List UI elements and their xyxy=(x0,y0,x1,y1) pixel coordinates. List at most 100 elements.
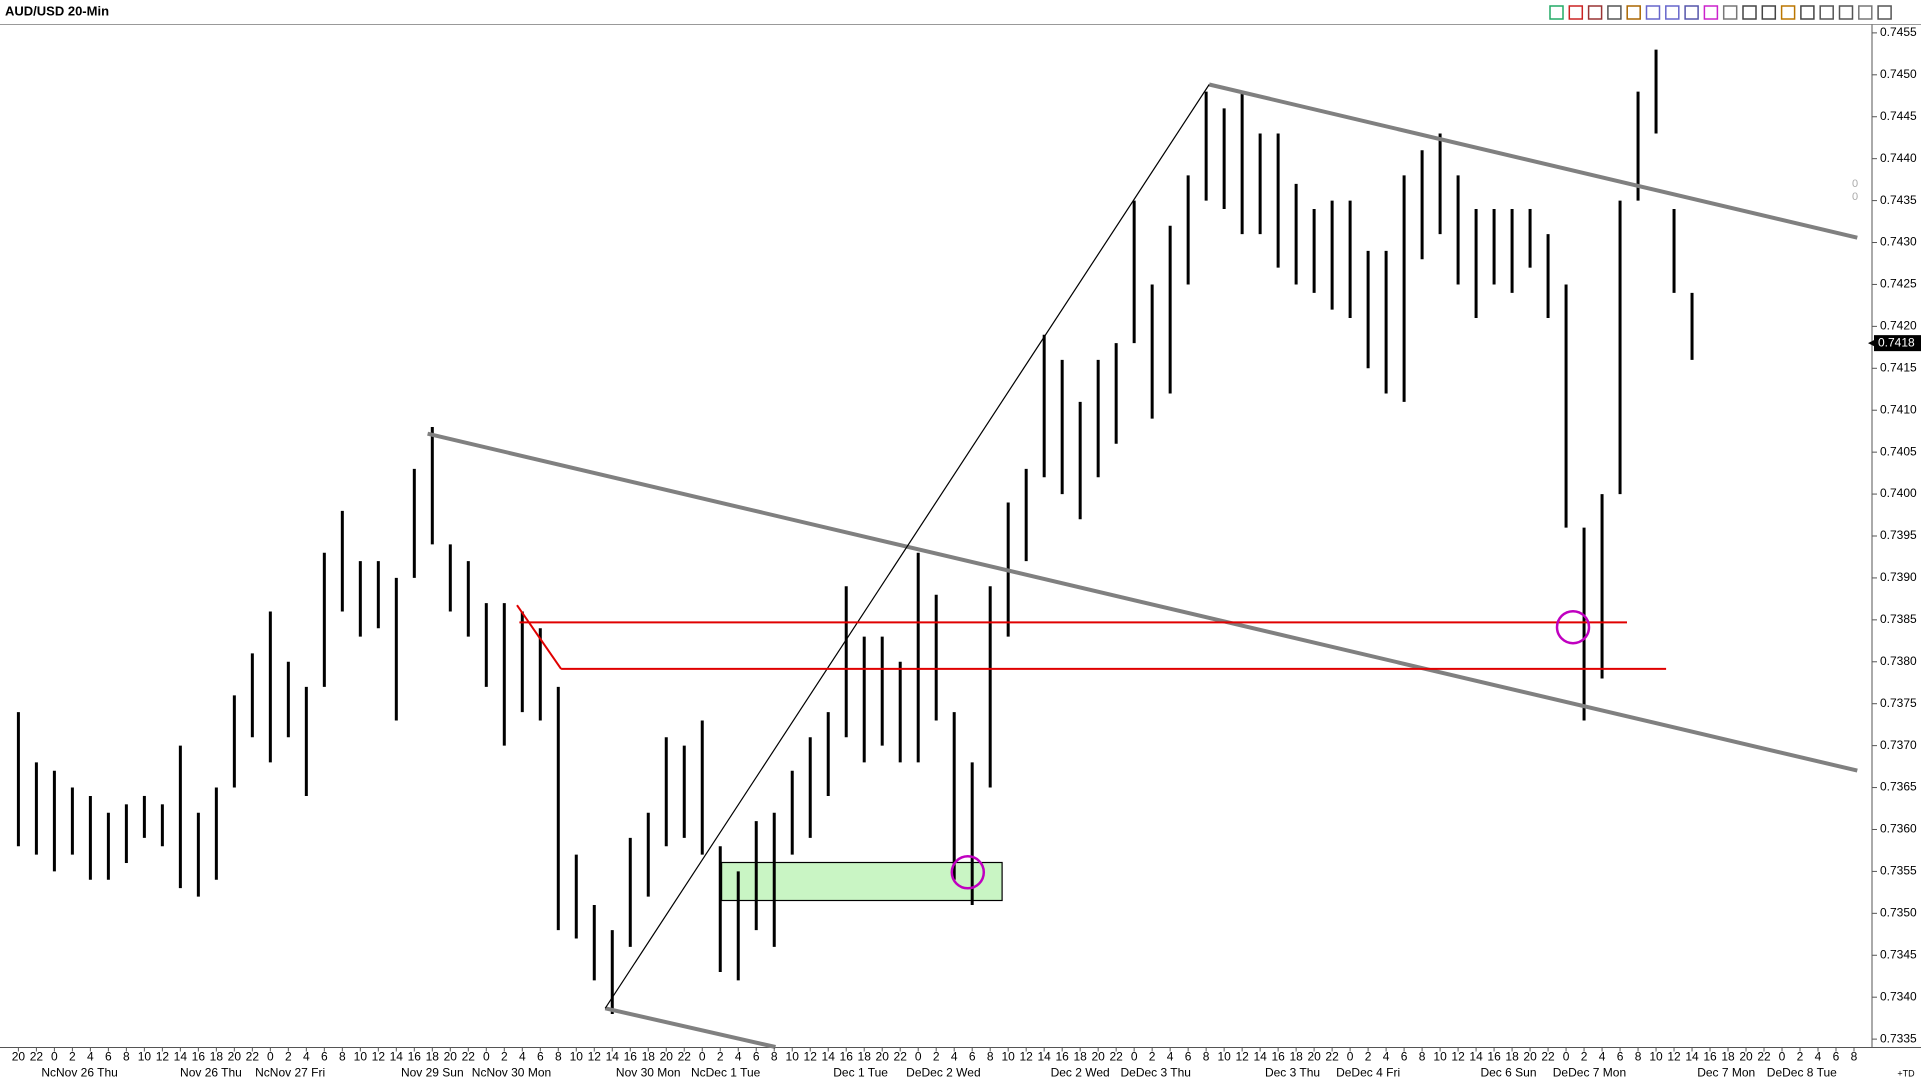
x-tick-label: 10 xyxy=(1649,1050,1663,1064)
x-tick-label: 10 xyxy=(1217,1050,1231,1064)
toolbar-icon[interactable] xyxy=(1549,5,1564,20)
y-tick-label: 0.7400 xyxy=(1880,486,1917,500)
x-tick-label: 2 xyxy=(1149,1050,1156,1064)
y-tick-label: 0.7395 xyxy=(1880,528,1917,542)
y-tick-label: 0.7445 xyxy=(1880,109,1917,123)
corner-label: +TD xyxy=(1897,1068,1915,1078)
x-tick-label: 12 xyxy=(372,1050,386,1064)
x-tick-label: 0 xyxy=(51,1050,58,1064)
x-tick-label: 14 xyxy=(606,1050,620,1064)
toolbar-icon[interactable] xyxy=(1587,5,1603,20)
toolbar-icon[interactable] xyxy=(1626,5,1641,20)
x-tick-label: 6 xyxy=(537,1050,544,1064)
y-tick-label: 0.7415 xyxy=(1880,360,1917,374)
x-tick-label: 6 xyxy=(1833,1050,1840,1064)
date-label: DeDec 8 Tue xyxy=(1767,1066,1837,1080)
toolbar-icon[interactable] xyxy=(1645,5,1661,20)
toolbar-icon[interactable] xyxy=(1607,5,1622,20)
toolbar-icon[interactable] xyxy=(1722,5,1738,20)
x-tick-label: 20 xyxy=(876,1050,890,1064)
date-label: DeDec 3 Thu xyxy=(1121,1066,1191,1080)
x-tick-label: 12 xyxy=(1667,1050,1681,1064)
x-tick-label: 18 xyxy=(1289,1050,1303,1064)
toolbar-icon[interactable] xyxy=(1665,5,1680,20)
toolbar-icon[interactable] xyxy=(1780,5,1796,20)
toolbar-icon[interactable] xyxy=(1761,5,1777,20)
toolbar-icon[interactable] xyxy=(1703,5,1719,20)
red-line xyxy=(516,604,562,670)
toolbar-icon[interactable] xyxy=(1800,5,1815,20)
y-tick-label: 0.7435 xyxy=(1880,193,1917,207)
x-tick-label: 4 xyxy=(87,1050,94,1064)
date-label: DeDec 7 Mon xyxy=(1553,1066,1626,1080)
trendline xyxy=(604,84,1210,1009)
x-tick-label: 4 xyxy=(1383,1050,1390,1064)
x-tick-label: 22 xyxy=(1541,1050,1555,1064)
x-tick-label: 12 xyxy=(1451,1050,1465,1064)
x-tick-label: 8 xyxy=(1851,1050,1858,1064)
x-tick-label: 20 xyxy=(1523,1050,1537,1064)
x-tick-label: 22 xyxy=(1757,1050,1771,1064)
y-tick-label: 0.7440 xyxy=(1880,151,1917,165)
y-tick-label: 0.7420 xyxy=(1880,319,1917,333)
last-price-arrow xyxy=(1868,339,1876,348)
indicator-value: 0 xyxy=(1852,191,1858,203)
x-tick-label: 14 xyxy=(1685,1050,1699,1064)
x-tick-label: 6 xyxy=(969,1050,976,1064)
x-tick-label: 8 xyxy=(1635,1050,1642,1064)
toolbar-icon[interactable] xyxy=(1838,5,1854,20)
x-tick-label: 10 xyxy=(1002,1050,1016,1064)
x-tick-label: 6 xyxy=(1617,1050,1624,1064)
toolbar xyxy=(1549,5,1892,20)
last-price-box xyxy=(1874,335,1921,352)
y-tick-label: 0.7390 xyxy=(1880,570,1917,584)
date-label: Nov 26 Thu xyxy=(180,1066,242,1080)
x-tick-label: 22 xyxy=(1325,1050,1339,1064)
toolbar-icon[interactable] xyxy=(1742,5,1757,20)
x-tick-label: 16 xyxy=(1703,1050,1717,1064)
x-tick-label: 8 xyxy=(771,1050,778,1064)
indicator-value: 0 xyxy=(1852,178,1858,190)
x-tick-label: 8 xyxy=(987,1050,994,1064)
x-tick-label: 0 xyxy=(699,1050,706,1064)
x-tick-label: 16 xyxy=(408,1050,422,1064)
x-tick-label: 12 xyxy=(156,1050,170,1064)
date-label: DeDec 2 Wed xyxy=(906,1066,980,1080)
x-tick-label: 22 xyxy=(462,1050,476,1064)
x-tick-label: 22 xyxy=(1109,1050,1123,1064)
x-tick-label: 6 xyxy=(321,1050,328,1064)
x-tick-label: 4 xyxy=(951,1050,958,1064)
x-tick-label: 14 xyxy=(1253,1050,1267,1064)
toolbar-icon[interactable] xyxy=(1568,5,1584,20)
x-tick-label: 0 xyxy=(483,1050,490,1064)
date-label: NcNov 26 Thu xyxy=(41,1066,117,1080)
y-tick-label: 0.7345 xyxy=(1880,947,1917,961)
x-tick-label: 14 xyxy=(1469,1050,1483,1064)
y-tick-label: 0.7340 xyxy=(1880,989,1917,1003)
y-tick-label: 0.7335 xyxy=(1880,1031,1917,1045)
x-tick-label: 18 xyxy=(642,1050,656,1064)
toolbar-icon[interactable] xyxy=(1684,5,1699,20)
toolbar-icon[interactable] xyxy=(1877,5,1892,20)
date-label: NcDec 1 Tue xyxy=(691,1066,761,1080)
x-tick-label: 12 xyxy=(1020,1050,1034,1064)
y-tick-label: 0.7455 xyxy=(1880,25,1917,39)
y-tick-label: 0.7430 xyxy=(1880,235,1917,249)
x-tick-label: 18 xyxy=(210,1050,224,1064)
x-tick-label: 14 xyxy=(1037,1050,1051,1064)
x-tick-label: 16 xyxy=(1271,1050,1285,1064)
x-tick-label: 20 xyxy=(1307,1050,1321,1064)
x-tick-label: 20 xyxy=(12,1050,26,1064)
x-tick-label: 20 xyxy=(444,1050,458,1064)
date-label: Dec 6 Sun xyxy=(1480,1066,1536,1080)
x-tick-label: 2 xyxy=(1581,1050,1588,1064)
toolbar-icon[interactable] xyxy=(1819,5,1834,20)
y-tick-label: 0.7355 xyxy=(1880,864,1917,878)
toolbar-icon[interactable] xyxy=(1858,5,1873,20)
x-tick-label: 4 xyxy=(1815,1050,1822,1064)
x-tick-label: 6 xyxy=(1401,1050,1408,1064)
trendline xyxy=(427,431,1858,773)
x-tick-label: 0 xyxy=(1779,1050,1786,1064)
